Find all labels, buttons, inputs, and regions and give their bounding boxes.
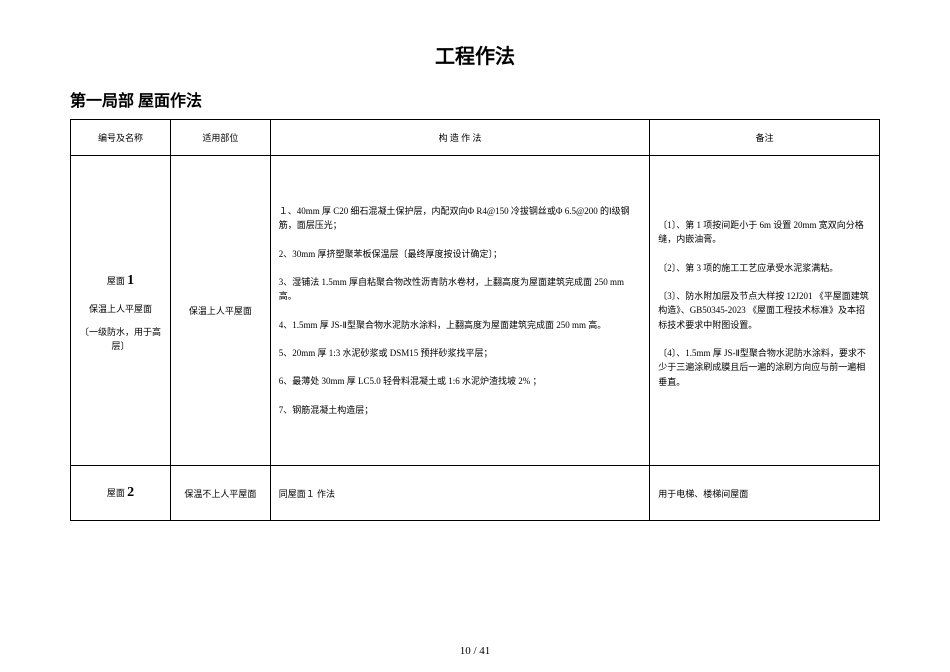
roof2-scope: 保温不上人平屋面 (170, 466, 270, 521)
roof2-num: 2 (127, 485, 134, 500)
page-number: 10 / 41 (0, 645, 950, 657)
header-construct: 构 造 作 法 (270, 120, 649, 156)
roof1-num: 1 (127, 273, 134, 288)
roof1-construct: １、40mm 厚 C20 细石混凝土保护层，内配双向Φ R4@150 冷拔钢丝或… (270, 156, 649, 466)
construct-item: １、40mm 厚 C20 细石混凝土保护层，内配双向Φ R4@150 冷拔钢丝或… (279, 204, 641, 233)
construct-item: 4、1.5mm 厚 JS-Ⅱ型聚合物水泥防水涂料，上翻高度为屋面建筑完成面 25… (279, 318, 641, 332)
roof2-construct: 同屋面１ 作法 (270, 466, 649, 521)
roof1-prefix: 屋面 (107, 276, 125, 286)
roof1-scope: 保温上人平屋面 (170, 156, 270, 466)
roof1-code-cell: 屋面 1 保温上人平屋面 〔一级防水，用于高层〕 (71, 156, 171, 466)
note-item: 〔2〕、第 3 项的施工工艺应承受水泥浆满粘。 (658, 261, 871, 275)
construct-item: 2、30mm 厚挤塑聚苯板保温层〔最终厚度按设计确定〕； (279, 247, 641, 261)
roof1-note: 〔1〕、第 1 项按间距小于 6m 设置 20mm 宽双向分格缝，内嵌油膏。 〔… (650, 156, 880, 466)
header-code: 编号及名称 (71, 120, 171, 156)
construct-item: 7、钢筋混凝土构造层； (279, 403, 641, 417)
note-item: 〔4〕、1.5mm 厚 JS-Ⅱ型聚合物水泥防水涂料，要求不少于三遍涂刷成膜且后… (658, 346, 871, 389)
roof2-code-cell: 屋面 2 (71, 466, 171, 521)
main-title: 工程作法 (70, 40, 880, 69)
roof2-prefix: 屋面 (107, 488, 125, 498)
roof1-desc1: 保温上人平屋面 (79, 303, 162, 317)
note-item: 〔3〕、防水附加层及节点大样按 12J201 《平屋面建筑构造》、GB50345… (658, 289, 871, 332)
roof2-note: 用于电梯、楼梯间屋面 (650, 466, 880, 521)
note-item: 〔1〕、第 1 项按间距小于 6m 设置 20mm 宽双向分格缝，内嵌油膏。 (658, 218, 871, 247)
section-title: 第一局部 屋面作法 (70, 87, 880, 111)
table-row: 屋面 2 保温不上人平屋面 同屋面１ 作法 用于电梯、楼梯间屋面 (71, 466, 880, 521)
header-scope: 适用部位 (170, 120, 270, 156)
construct-item: 3、湿铺法 1.5mm 厚自粘聚合物改性沥青防水卷材，上翻高度为屋面建筑完成面 … (279, 275, 641, 304)
table-row: 屋面 1 保温上人平屋面 〔一级防水，用于高层〕 保温上人平屋面 １、40mm … (71, 156, 880, 466)
construct-item: 6、最薄处 30mm 厚 LC5.0 轻骨料混凝土或 1:6 水泥炉渣找坡 2%… (279, 374, 641, 388)
header-note: 备注 (650, 120, 880, 156)
construct-item: 5、20mm 厚 1:3 水泥砂浆或 DSM15 预拌砂浆找平层； (279, 346, 641, 360)
roof-table: 编号及名称 适用部位 构 造 作 法 备注 屋面 1 保温上人平屋面 〔一级防水… (70, 119, 880, 521)
roof1-desc2: 〔一级防水，用于高层〕 (79, 326, 162, 353)
